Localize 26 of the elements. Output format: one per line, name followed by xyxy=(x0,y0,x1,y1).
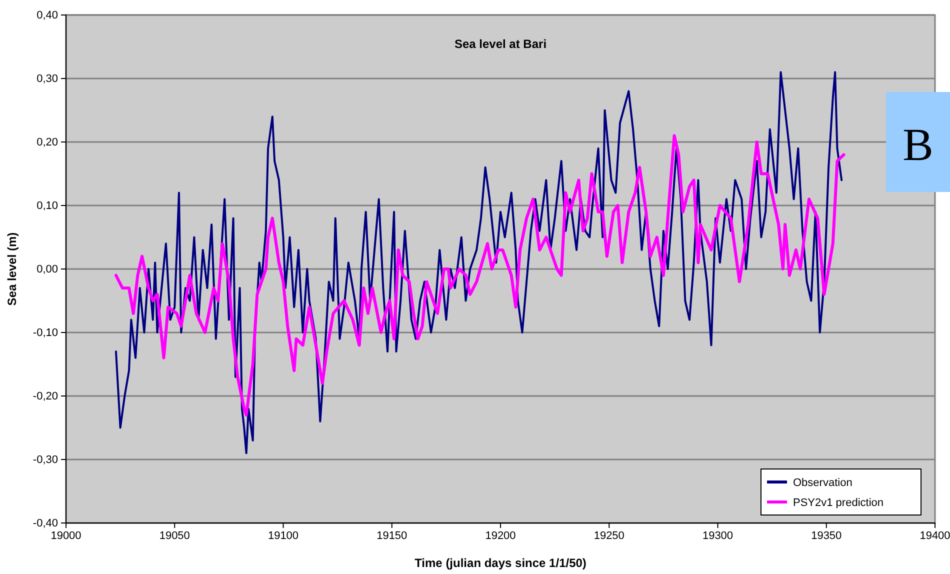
x-axis-title: Time (julian days since 1/1/50) xyxy=(414,556,586,570)
y-tick-label: 0,40 xyxy=(36,10,58,22)
line-series xyxy=(114,71,843,454)
y-tick-label: 0,10 xyxy=(36,200,58,212)
legend-label: Observation xyxy=(793,477,852,489)
annotation: B xyxy=(902,119,934,170)
x-tick-label: 19000 xyxy=(50,530,82,542)
x-tick-label: 19150 xyxy=(376,530,408,542)
text: Sea level at Bari xyxy=(454,37,547,51)
y-tick-label: 0,30 xyxy=(36,73,58,86)
x-tick-label: 19300 xyxy=(702,530,734,542)
line-series xyxy=(114,134,846,417)
y-tick-label: -0,10 xyxy=(32,327,58,340)
x-tick-label: 19350 xyxy=(811,530,842,542)
y-axis-title: Sea level (m) xyxy=(5,232,19,306)
y-tick-label: -0,30 xyxy=(32,454,58,466)
x-tick-label: 19050 xyxy=(159,530,190,542)
y-tick-label: -0,20 xyxy=(32,390,58,403)
x-tick-label: 19400 xyxy=(920,530,950,542)
x-tick-label: 19100 xyxy=(268,530,299,542)
y-tick-label: 0,20 xyxy=(36,136,58,149)
x-tick-label: 19250 xyxy=(594,530,624,542)
y-tick-label: 0,00 xyxy=(36,264,58,276)
legend-label: PSY2v1 prediction xyxy=(793,497,884,509)
x-tick-label: 19200 xyxy=(485,530,516,542)
y-tick-label: -0,40 xyxy=(32,518,58,530)
